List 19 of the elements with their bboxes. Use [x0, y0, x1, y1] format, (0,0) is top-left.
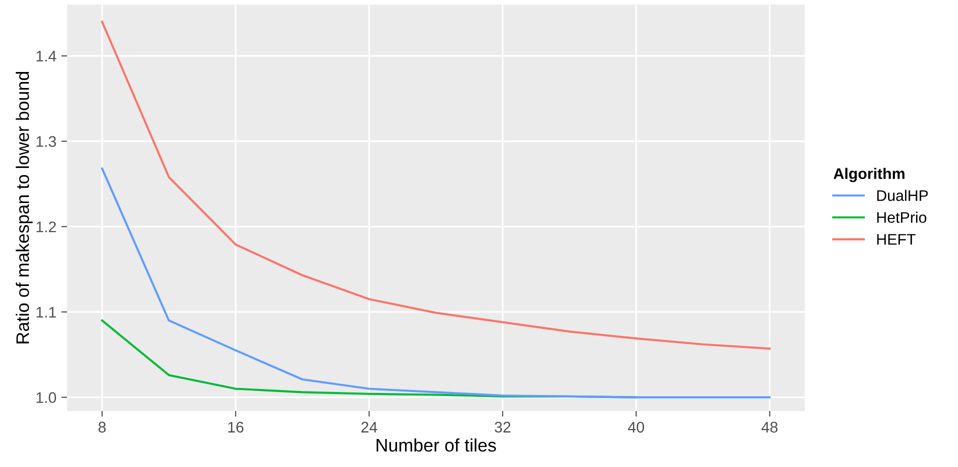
line-series [101, 20, 771, 350]
x-tick-label: 48 [762, 422, 778, 433]
y-tick-label: 1.2 [36, 221, 56, 232]
x-tick-label: 32 [494, 422, 510, 433]
x-tick-label: 40 [628, 422, 644, 433]
x-tick-label: 8 [98, 422, 106, 433]
y-axis-title: Ratio of makespan to lower bound [16, 72, 33, 344]
y-tick-label: 1.0 [36, 392, 56, 403]
x-tick-label: 16 [228, 422, 244, 433]
x-axis-title: Number of tiles [376, 438, 496, 452]
legend-label: HEFT [877, 234, 916, 245]
legend-label: DualHP [877, 190, 928, 202]
line-series [101, 168, 771, 398]
x-tick-label: 24 [361, 422, 378, 432]
legend-title: Algorithm [834, 168, 904, 182]
y-tick-label: 1.1 [36, 306, 56, 318]
y-tick-label: 1.3 [36, 136, 56, 147]
legend-label: HetPrio [877, 212, 926, 223]
y-tick-label: 1.4 [36, 50, 56, 62]
